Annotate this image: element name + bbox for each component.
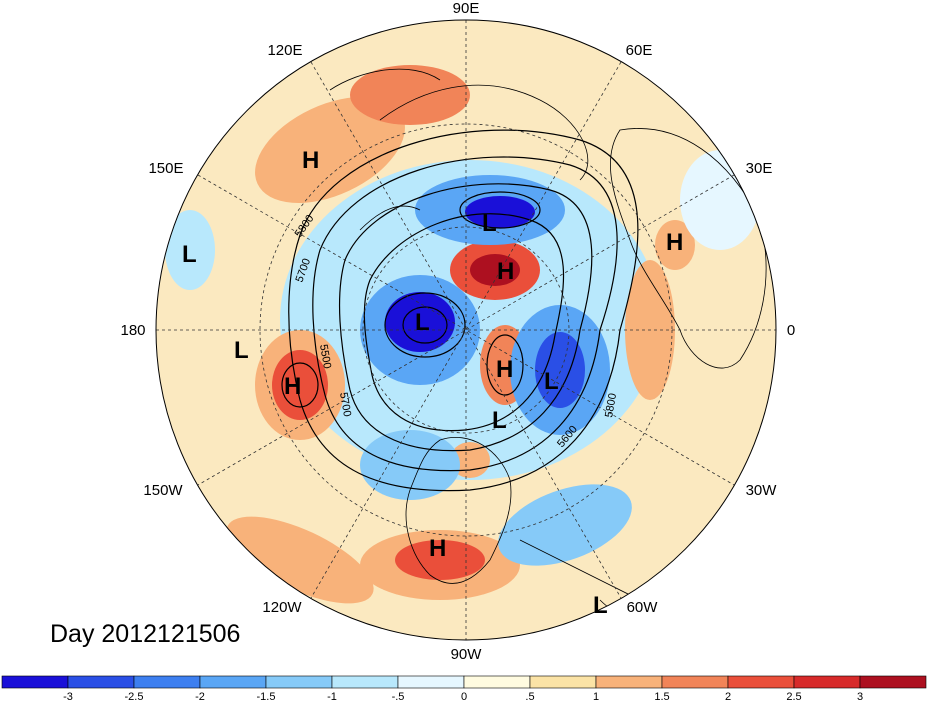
colorbar-boxes [1, 675, 927, 689]
map-boundary [155, 19, 777, 641]
high-center-greenland-west: H [496, 356, 513, 383]
colorbar-box [859, 675, 927, 689]
contour-label: 5500 [317, 343, 333, 369]
high-center-mexico: H [429, 535, 446, 562]
low-center-hudson: L [492, 407, 507, 434]
colorbar-box [397, 675, 465, 689]
lon-label-150w: 150W [143, 482, 183, 499]
lon-label-150e: 150E [148, 160, 183, 177]
low-center-siberia: L [482, 210, 497, 237]
colorbar-box [133, 675, 201, 689]
colorbar-tick-label: -3 [63, 691, 73, 702]
colorbar-box [727, 675, 795, 689]
low-center-north-atlantic: L [544, 368, 559, 395]
colorbar: -3 -2.5 -2 -1.5 -1 -.5 0 .5 1 1.5 2 2.5 3 [1, 675, 927, 702]
colorbar-tick-label: -.5 [392, 691, 405, 702]
contour-label: 5700 [337, 391, 353, 417]
colorbar-box [1, 675, 69, 689]
longitude-labels: 90E 60E 30E 0 30W 60W 90W 120W 150W 180 … [120, 0, 795, 663]
lon-label-60e: 60E [626, 42, 653, 59]
pressure-centers: H L L H L H L H L L H H L [182, 147, 683, 619]
colorbar-tick-label: 2 [725, 691, 731, 702]
colorbar-tick-label: -1 [327, 691, 337, 702]
colorbar-box [67, 675, 135, 689]
contour-label: 5800 [603, 392, 619, 418]
high-center-east-asia: H [302, 147, 319, 174]
colorbar-box [595, 675, 663, 689]
lon-label-90w: 90W [451, 646, 483, 663]
lon-label-30e: 30E [746, 160, 773, 177]
colorbar-box [463, 675, 531, 689]
high-center-gulf-of-alaska: H [284, 373, 301, 400]
lon-label-180: 180 [120, 322, 145, 339]
lon-label-60w: 60W [627, 599, 659, 616]
colorbar-tick-label: 2.5 [786, 691, 801, 702]
colorbar-box [331, 675, 399, 689]
lon-label-120e: 120E [267, 42, 302, 59]
colorbar-ticks: -3 -2.5 -2 -1.5 -1 -.5 0 .5 1 1.5 2 2.5 3 [63, 691, 863, 702]
low-center-south-america: L [593, 592, 608, 619]
high-center-europe: H [666, 229, 683, 256]
colorbar-tick-label: 0 [461, 691, 467, 702]
map-title: Day 2012121506 [50, 620, 241, 648]
height-contours [281, 129, 639, 492]
colorbar-tick-label: -1.5 [257, 691, 276, 702]
high-center-arctic: H [497, 258, 514, 285]
colorbar-box [661, 675, 729, 689]
lon-label-30w: 30W [746, 482, 778, 499]
colorbar-box [199, 675, 267, 689]
colorbar-tick-label: 1.5 [654, 691, 669, 702]
colorbar-tick-label: -2.5 [125, 691, 144, 702]
low-center-arctic-canada: L [415, 309, 430, 336]
lon-label-120w: 120W [262, 599, 302, 616]
colorbar-tick-label: .5 [525, 691, 534, 702]
colorbar-box [529, 675, 597, 689]
colorbar-tick-label: 3 [857, 691, 863, 702]
low-center-north-pacific: L [182, 241, 197, 268]
coastlines [329, 68, 767, 640]
lon-label-0: 0 [787, 322, 795, 339]
lon-label-90e: 90E [453, 0, 480, 17]
low-center-dateline: L [234, 337, 249, 364]
graticule [156, 20, 776, 640]
colorbar-box [265, 675, 333, 689]
colorbar-tick-label: -2 [195, 691, 205, 702]
colorbar-box [793, 675, 861, 689]
colorbar-tick-label: 1 [593, 691, 599, 702]
anomaly-shading [156, 20, 776, 640]
